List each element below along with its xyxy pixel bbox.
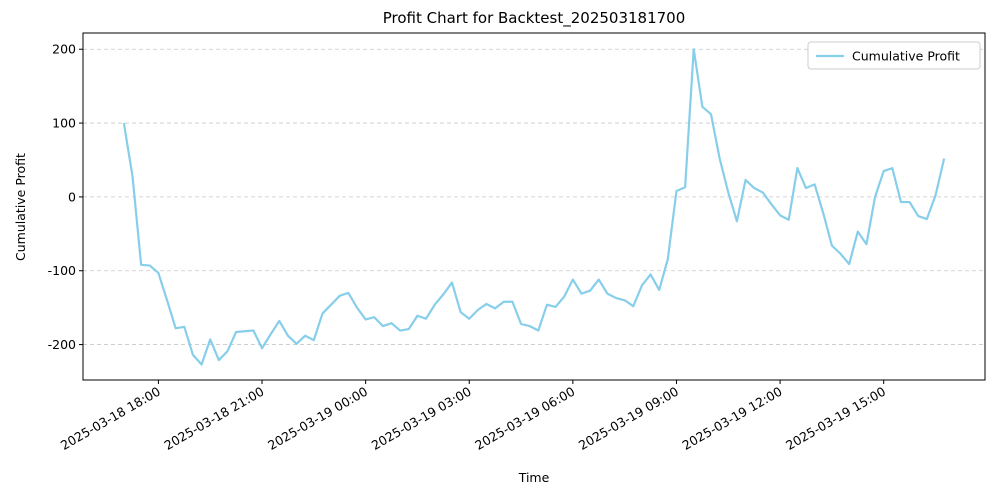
y-axis-label: Cumulative Profit	[13, 153, 28, 261]
y-tick-label: -200	[48, 337, 76, 352]
x-tick-label: 2025-03-19 09:00	[576, 384, 681, 453]
y-tick-label: 0	[68, 189, 76, 204]
x-tick-label: 2025-03-19 12:00	[680, 384, 785, 453]
x-axis-label: Time	[518, 470, 550, 485]
chart-title: Profit Chart for Backtest_202503181700	[383, 9, 686, 28]
legend-label: Cumulative Profit	[852, 49, 960, 64]
x-tick-label: 2025-03-18 21:00	[161, 384, 266, 453]
legend: Cumulative Profit	[807, 41, 981, 70]
x-tick-label: 2025-03-19 00:00	[265, 384, 370, 453]
x-tick-label: 2025-03-19 06:00	[472, 384, 577, 453]
legend-box	[807, 41, 981, 70]
plot-frame	[82, 32, 986, 381]
x-tick-label: 2025-03-19 15:00	[783, 384, 888, 453]
x-tick-label: 2025-03-18 18:00	[58, 384, 163, 453]
line	[122, 48, 946, 366]
y-tick-label: 200	[52, 42, 76, 57]
y-tick-label: -100	[48, 263, 76, 278]
x-tick-label: 2025-03-19 03:00	[369, 384, 474, 453]
y-tick-label: 100	[52, 116, 76, 131]
